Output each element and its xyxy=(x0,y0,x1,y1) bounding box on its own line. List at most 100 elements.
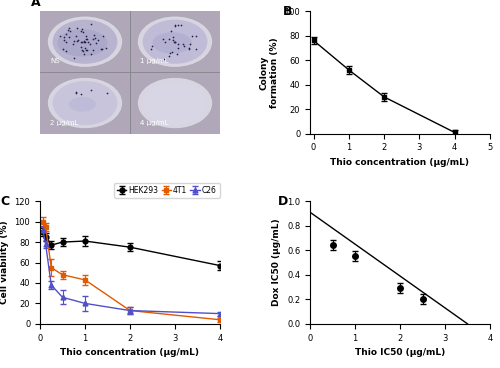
Point xyxy=(77,91,85,97)
Point xyxy=(77,28,85,34)
Point xyxy=(66,25,74,31)
Point xyxy=(60,37,68,43)
Point xyxy=(166,50,174,56)
Point xyxy=(185,45,193,51)
Point xyxy=(174,22,182,28)
Point xyxy=(82,47,90,53)
Point xyxy=(80,39,88,45)
Ellipse shape xyxy=(57,29,108,57)
Circle shape xyxy=(137,77,213,129)
Point xyxy=(180,41,188,47)
Point xyxy=(158,36,166,42)
Point xyxy=(90,32,98,38)
Point xyxy=(169,34,177,40)
Point xyxy=(66,28,74,33)
Circle shape xyxy=(142,81,208,125)
Point xyxy=(81,39,89,45)
Point xyxy=(174,41,182,47)
Point xyxy=(102,45,110,51)
Point xyxy=(98,33,106,39)
Text: NS: NS xyxy=(50,59,59,64)
Point xyxy=(87,21,95,27)
X-axis label: Thio IC50 (μg/mL): Thio IC50 (μg/mL) xyxy=(355,348,445,357)
Point xyxy=(174,51,182,57)
Point xyxy=(72,33,80,39)
Point xyxy=(62,39,70,45)
Point xyxy=(87,87,95,93)
Text: C: C xyxy=(0,195,10,208)
Point xyxy=(102,90,110,96)
Point xyxy=(73,38,81,43)
Ellipse shape xyxy=(69,97,96,112)
Point xyxy=(82,33,90,39)
Point xyxy=(171,39,179,45)
Point xyxy=(72,90,80,96)
Point xyxy=(148,46,156,52)
Point xyxy=(69,41,77,47)
Point xyxy=(170,38,177,43)
Y-axis label: Colony
formation (%): Colony formation (%) xyxy=(260,37,279,108)
Point xyxy=(98,46,106,52)
Point xyxy=(59,46,67,52)
Point xyxy=(167,28,175,34)
Point xyxy=(170,39,178,45)
Point xyxy=(56,33,64,39)
Point xyxy=(88,47,96,53)
Point xyxy=(74,38,82,43)
Text: D: D xyxy=(278,195,288,208)
Point xyxy=(160,56,168,61)
Text: 1 μg/mL: 1 μg/mL xyxy=(140,59,168,64)
Point xyxy=(78,49,86,54)
X-axis label: Thio concentration (μg/mL): Thio concentration (μg/mL) xyxy=(60,348,200,357)
Point xyxy=(78,47,86,53)
Circle shape xyxy=(47,77,123,129)
Point xyxy=(62,48,70,54)
Text: 4 μg/mL: 4 μg/mL xyxy=(140,120,168,126)
Circle shape xyxy=(142,20,208,64)
Point xyxy=(70,55,78,61)
Point xyxy=(160,39,168,45)
Point xyxy=(81,45,89,51)
Point xyxy=(177,22,185,28)
Point xyxy=(148,43,156,49)
Circle shape xyxy=(52,81,118,125)
Point xyxy=(84,39,92,45)
Point xyxy=(174,45,182,51)
Point xyxy=(94,38,102,43)
Circle shape xyxy=(47,16,123,67)
Point xyxy=(180,43,188,49)
Point xyxy=(65,34,73,40)
Point xyxy=(70,38,78,44)
Point xyxy=(83,47,91,53)
X-axis label: Thio concentration (μg/mL): Thio concentration (μg/mL) xyxy=(330,158,469,167)
Text: B: B xyxy=(283,5,292,18)
Point xyxy=(80,29,88,35)
Point xyxy=(186,41,194,47)
Point xyxy=(78,26,86,32)
Y-axis label: Dox IC50 (μg/mL): Dox IC50 (μg/mL) xyxy=(272,219,281,306)
Point xyxy=(168,50,176,56)
Text: 2 μg/mL: 2 μg/mL xyxy=(50,120,78,126)
Point xyxy=(76,44,84,50)
Point xyxy=(80,51,88,57)
Point xyxy=(170,23,178,29)
Point xyxy=(72,89,80,95)
Point xyxy=(62,31,70,37)
Point xyxy=(82,36,90,42)
Point xyxy=(78,39,86,45)
Point xyxy=(89,36,97,42)
Point xyxy=(86,41,94,47)
Circle shape xyxy=(137,16,213,67)
Y-axis label: Cell viability (%): Cell viability (%) xyxy=(0,221,9,304)
Point xyxy=(192,33,200,39)
Point xyxy=(98,46,106,52)
Point xyxy=(171,39,179,45)
Point xyxy=(87,51,95,57)
Point xyxy=(80,38,88,44)
Point xyxy=(166,53,173,59)
Point xyxy=(78,39,86,45)
Text: A: A xyxy=(31,0,40,8)
Circle shape xyxy=(52,20,118,64)
FancyBboxPatch shape xyxy=(40,11,220,134)
Point xyxy=(92,35,100,41)
